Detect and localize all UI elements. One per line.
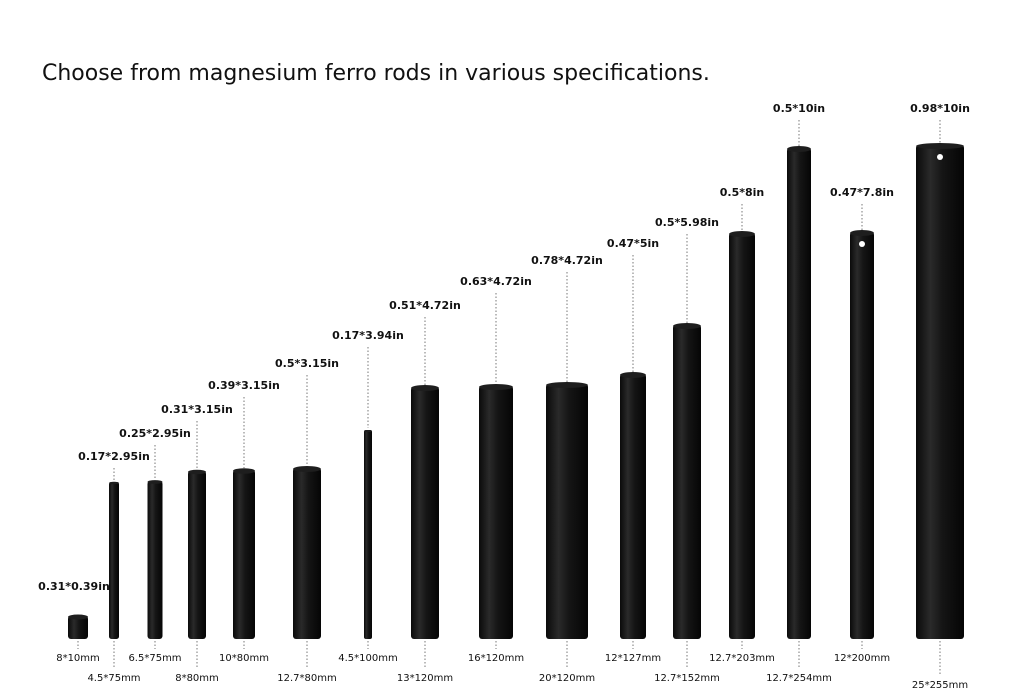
size-inch: 0.78*4.72in <box>531 254 603 267</box>
rod-hole <box>937 154 943 160</box>
size-mm: 12*127mm <box>605 653 661 664</box>
size-inch: 0.47*5in <box>607 237 659 250</box>
size-mm: 4.5*75mm <box>87 673 140 684</box>
rod-hole <box>859 241 865 247</box>
size-mm: 4.5*100mm <box>338 653 397 664</box>
rod <box>147 481 163 639</box>
rod-top <box>109 481 119 485</box>
rod <box>673 325 701 639</box>
rod <box>546 384 588 639</box>
size-mm: 8*10mm <box>56 653 100 664</box>
size-inch: 0.5*8in <box>720 186 765 199</box>
title: Choose from magnesium ferro rods in vari… <box>42 61 710 86</box>
rod <box>68 616 88 639</box>
rod-top <box>479 384 513 390</box>
size-mm: 12.7*254mm <box>766 673 832 684</box>
size-inch: 0.5*5.98in <box>655 216 719 229</box>
rod-top <box>233 468 255 474</box>
size-mm: 20*120mm <box>539 673 595 684</box>
size-mm: 16*120mm <box>468 653 524 664</box>
size-inch: 0.47*7.8in <box>830 186 894 199</box>
rod-top <box>916 143 964 149</box>
size-inch: 0.51*4.72in <box>389 299 461 312</box>
size-inch: 0.39*3.15in <box>208 379 280 392</box>
size-inch: 0.31*0.39in <box>38 580 110 593</box>
rod-top <box>188 469 206 475</box>
size-mm: 8*80mm <box>175 673 219 684</box>
size-mm: 12.7*80mm <box>277 673 336 684</box>
rod <box>293 468 321 639</box>
rod-top <box>620 372 646 378</box>
rod-top <box>411 385 439 391</box>
rod-top <box>546 382 588 388</box>
size-mm: 10*80mm <box>219 653 269 664</box>
size-inch: 0.17*3.94in <box>332 329 404 342</box>
rod-top <box>850 230 874 236</box>
rod <box>729 233 755 639</box>
rod <box>188 471 206 639</box>
size-mm: 13*120mm <box>397 673 453 684</box>
rod <box>850 232 874 639</box>
rod <box>364 430 372 639</box>
size-mm: 12.7*203mm <box>709 653 775 664</box>
size-mm: 12*200mm <box>834 653 890 664</box>
size-inch: 0.5*10in <box>773 102 825 115</box>
rod <box>787 148 811 639</box>
rod <box>411 387 439 639</box>
size-inch: 0.17*2.95in <box>78 450 150 463</box>
rod-top <box>787 146 811 152</box>
rod <box>109 482 119 639</box>
size-inch: 0.25*2.95in <box>119 427 191 440</box>
rod-top <box>364 430 372 432</box>
rod <box>479 386 513 639</box>
rod-top <box>293 466 321 472</box>
rod <box>233 470 255 639</box>
rod-top <box>729 231 755 237</box>
rod <box>620 374 646 639</box>
rod-top <box>68 614 88 620</box>
rod-top <box>147 480 163 484</box>
size-mm: 12.7*152mm <box>654 673 720 684</box>
size-inch: 0.63*4.72in <box>460 275 532 288</box>
rod <box>916 145 964 639</box>
size-mm: 6.5*75mm <box>128 653 181 664</box>
rod-top <box>673 323 701 329</box>
size-mm: 25*255mm <box>912 680 968 691</box>
size-inch: 0.98*10in <box>910 102 970 115</box>
size-inch: 0.31*3.15in <box>161 403 233 416</box>
size-inch: 0.5*3.15in <box>275 357 339 370</box>
